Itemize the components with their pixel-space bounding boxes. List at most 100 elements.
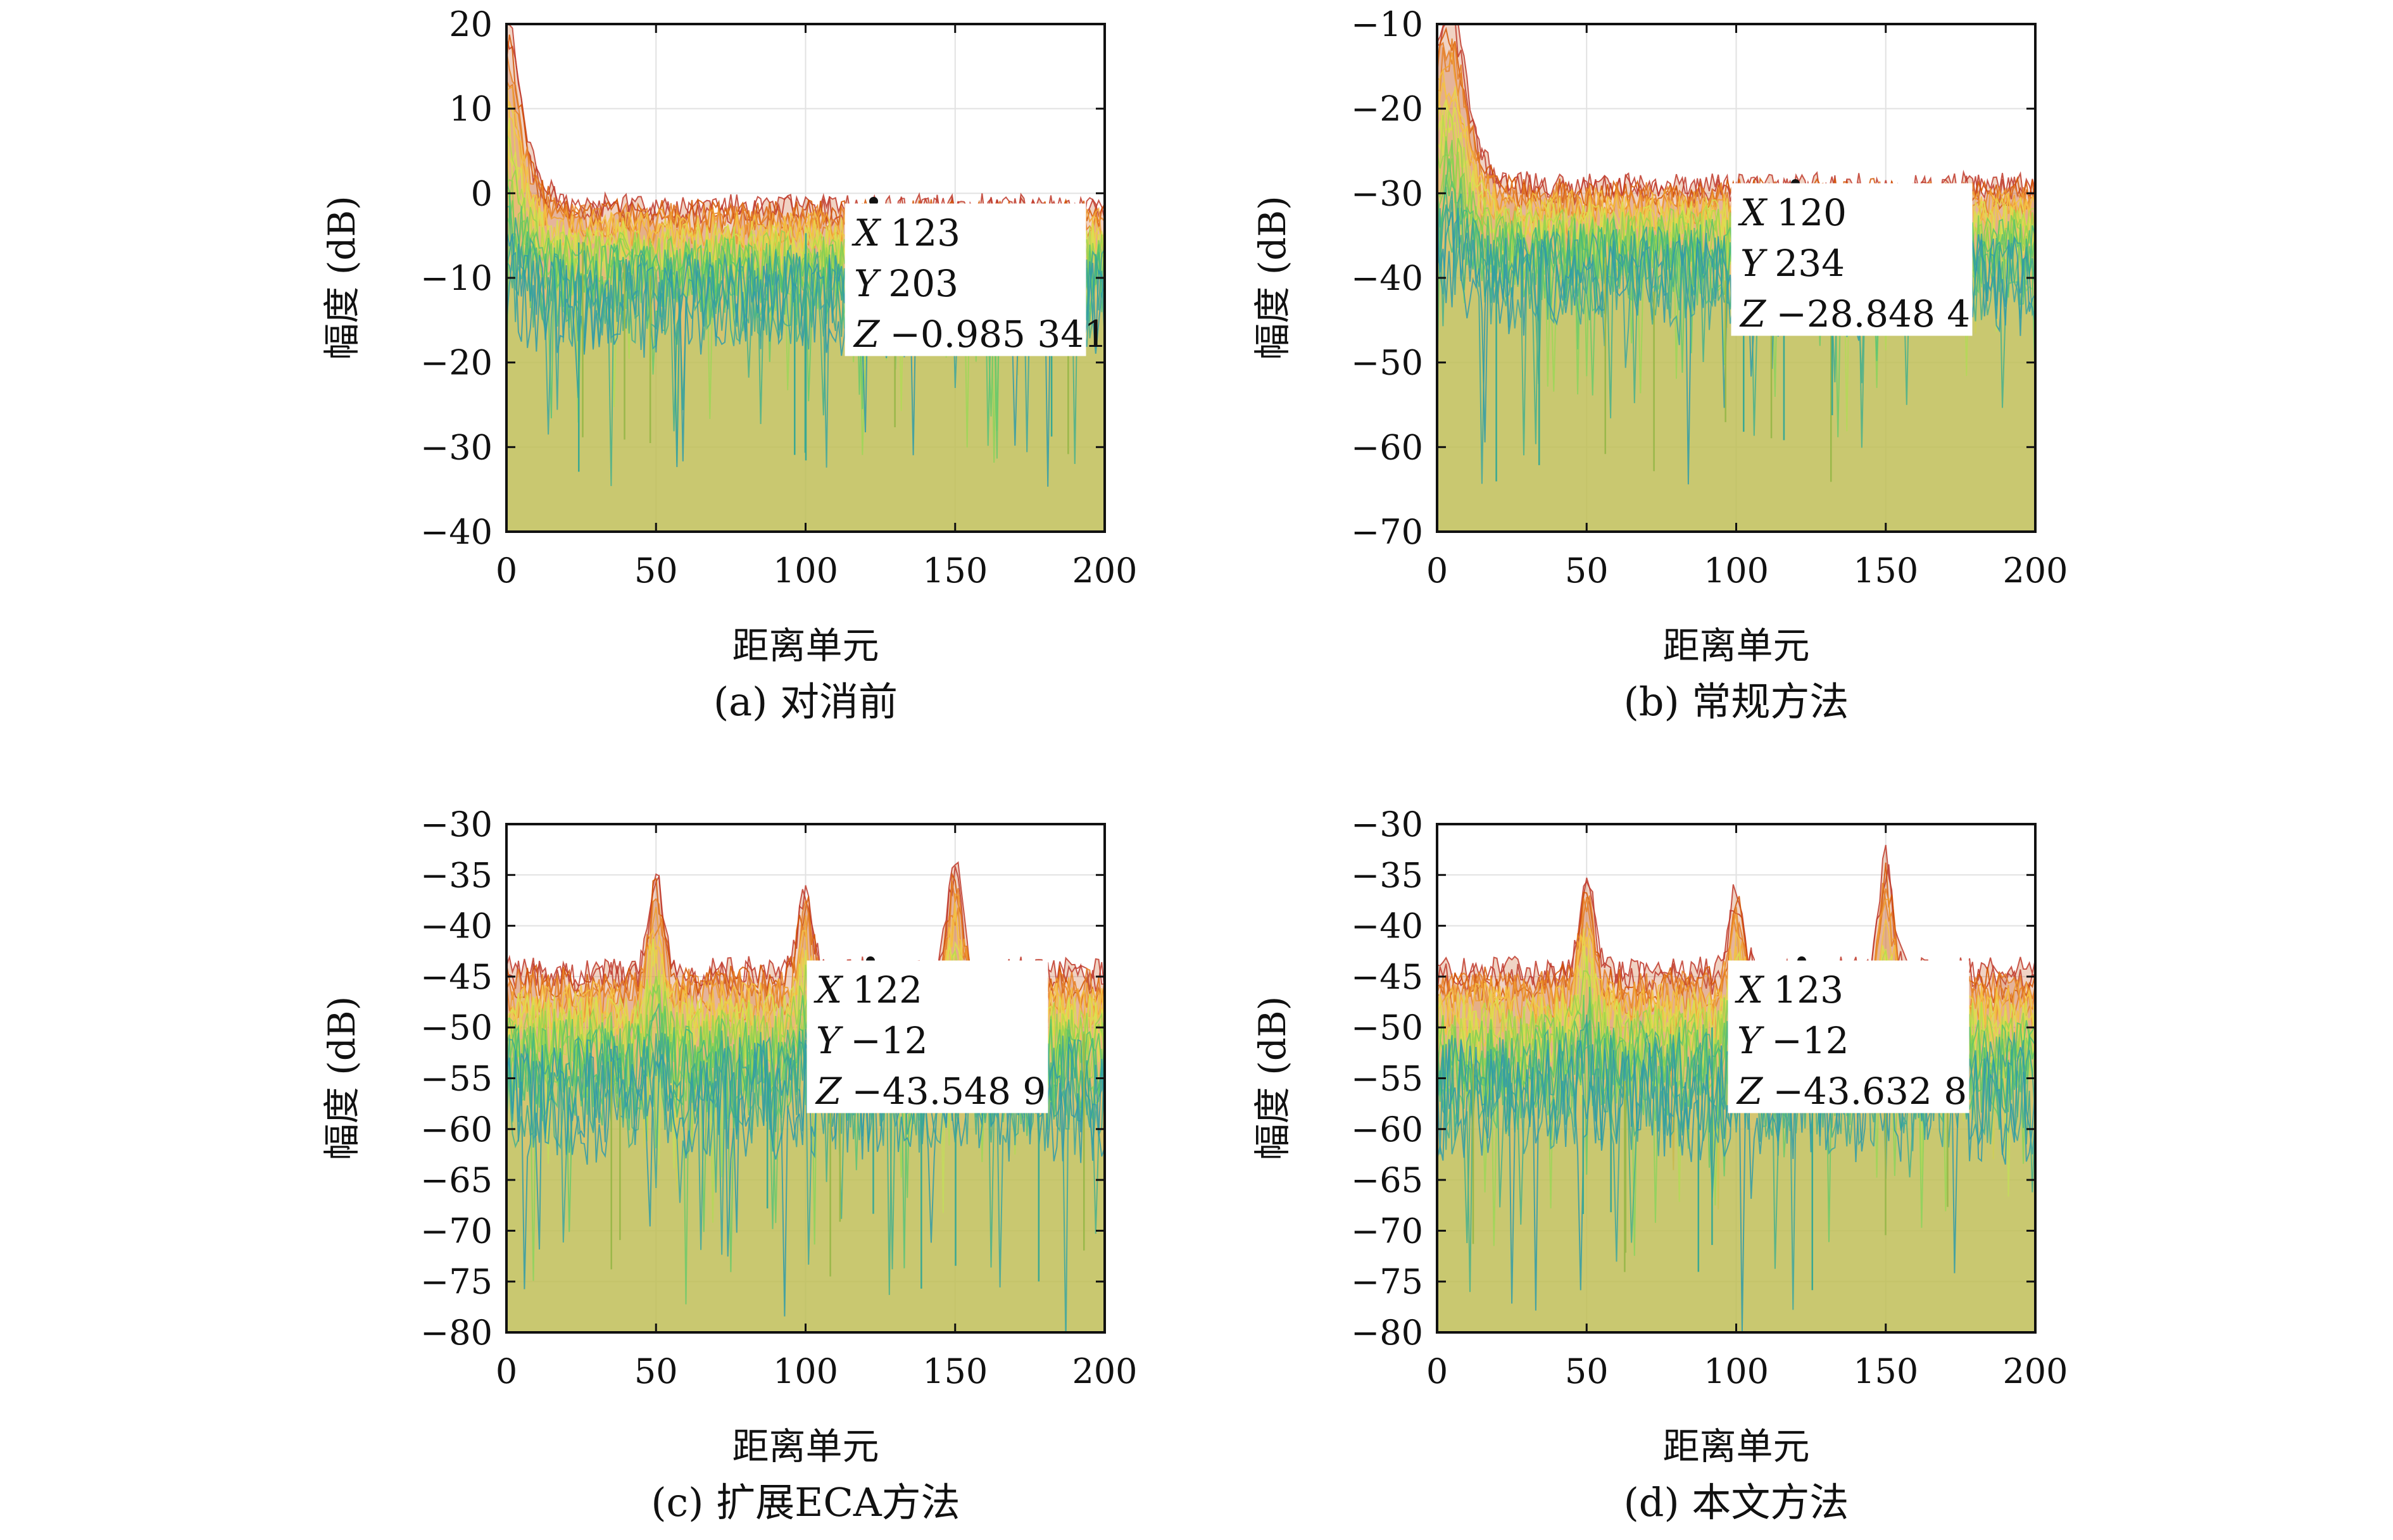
datatip-value: −12: [1771, 1019, 1849, 1062]
y-tick-label: −20: [1351, 89, 1423, 129]
x-axis-title: 距离单元: [732, 624, 879, 667]
x-tick-label: 50: [1565, 551, 1609, 591]
y-tick-label: −30: [420, 427, 493, 467]
datatip-y-row: Y −12: [1737, 1019, 1849, 1062]
datatip-y-row: Y −12: [816, 1019, 928, 1062]
datatip-box: [1731, 183, 1973, 336]
y-tick-label: 20: [449, 4, 493, 44]
datatip-z-row: Z −28.848 4: [1739, 292, 1970, 335]
datatip-value: 203: [888, 262, 958, 305]
y-tick-label: −50: [1351, 343, 1423, 383]
y-tick-label: −70: [1351, 1211, 1423, 1251]
y-tick-label: −40: [420, 906, 493, 946]
y-axis-title: 幅度 (dB): [1251, 196, 1294, 360]
x-axis-title: 距离单元: [1662, 624, 1809, 667]
x-tick-label: 0: [1426, 551, 1448, 591]
series-fill: [1437, 194, 2035, 532]
x-tick-label: 150: [922, 551, 988, 591]
datatip-label: X: [1738, 191, 1768, 234]
datatip-label: Z: [853, 313, 881, 356]
datatip-label: X: [813, 968, 844, 1011]
datatip-z-row: Z −0.985 341: [853, 313, 1107, 356]
y-axis-title: 幅度 (dB): [1251, 996, 1294, 1160]
x-axis-title: 距离单元: [1662, 1425, 1809, 1468]
y-tick-label: −75: [1351, 1262, 1423, 1302]
datatip[interactable]: X 122 Y −12 Z −43.548 9: [807, 956, 1048, 1113]
datatip-value: 120: [1776, 191, 1847, 234]
x-tick-label: 50: [1565, 1351, 1609, 1391]
x-tick-label: 50: [634, 1351, 678, 1391]
y-tick-label: −50: [1351, 1008, 1423, 1048]
x-tick-label: 150: [922, 1351, 988, 1391]
x-tick-label: 50: [634, 551, 678, 591]
series-line: [506, 1021, 1105, 1332]
datatip-value: −28.848 4: [1776, 292, 1970, 335]
x-tick-label: 150: [1853, 551, 1918, 591]
datatip-box: [1728, 960, 1969, 1113]
datatip-label: Y: [854, 262, 881, 305]
x-tick-label: 150: [1853, 1351, 1918, 1391]
datatip[interactable]: X 120 Y 234 Z −28.848 4: [1731, 179, 1973, 336]
x-tick-label: 200: [1072, 551, 1137, 591]
series-fill: [1437, 1034, 2035, 1332]
chart-panel-d: 0 50 100 150 200 −30 −35 −40 −45 −50 −55 −60 −65 −70 −…: [1251, 804, 2068, 1525]
y-tick-label: −60: [1351, 427, 1423, 467]
panel-caption: (d) 本文方法: [1624, 1479, 1849, 1525]
y-tick-label: −40: [420, 512, 493, 552]
panel-caption: (c) 扩展ECA方法: [651, 1479, 960, 1525]
series-fill: [1437, 216, 2035, 532]
y-tick-label: −45: [1351, 957, 1423, 997]
datatip-value: 123: [1773, 968, 1843, 1011]
datatip-label: X: [851, 211, 882, 254]
datatip-y-row: Y 234: [1740, 242, 1845, 285]
y-tick-label: −30: [1351, 173, 1423, 213]
datatip-x-row: X 120: [1738, 191, 1847, 234]
y-tick-label: −60: [420, 1110, 493, 1149]
y-axis-title: 幅度 (dB): [320, 196, 363, 360]
y-tick-label: −55: [1351, 1059, 1423, 1099]
y-tick-label: −10: [1351, 4, 1423, 44]
y-tick-label: −30: [1351, 804, 1423, 844]
y-tick-label: −35: [1351, 855, 1423, 895]
datatip-label: X: [1735, 968, 1765, 1011]
datatip-label: Y: [1737, 1019, 1764, 1062]
y-tick-label: −55: [420, 1059, 493, 1099]
chart-panel-b: 0 50 100 150 200 −10 −20 −30 −40 −50 −60 −70 距离单元 幅度 …: [1251, 4, 2068, 725]
x-tick-label: 200: [2002, 1351, 2068, 1391]
y-tick-label: −20: [420, 343, 493, 383]
datatip-value: −43.632 8: [1773, 1070, 1967, 1113]
y-tick-label: −70: [1351, 512, 1423, 552]
y-tick-label: −70: [420, 1211, 493, 1251]
panel-caption: (a) 对消前: [713, 679, 898, 725]
y-tick-label: −40: [1351, 906, 1423, 946]
y-tick-label: −75: [420, 1262, 493, 1302]
y-tick-label: −50: [420, 1008, 493, 1048]
y-tick-label: 10: [449, 89, 493, 129]
datatip-value: −12: [850, 1019, 927, 1062]
datatip-z-row: Z −43.632 8: [1736, 1070, 1967, 1113]
x-tick-label: 0: [1426, 1351, 1448, 1391]
y-tick-label: −60: [1351, 1110, 1423, 1149]
y-tick-label: −40: [1351, 258, 1423, 298]
x-tick-label: 200: [2002, 551, 2068, 591]
datatip-y-row: Y 203: [854, 262, 958, 305]
datatip-box: [807, 960, 1048, 1113]
x-tick-label: 200: [1072, 1351, 1137, 1391]
datatip-x-row: X 123: [851, 211, 960, 254]
datatip-label: Z: [1736, 1070, 1764, 1113]
x-tick-label: 100: [1704, 551, 1769, 591]
datatip-label: Y: [1740, 242, 1768, 285]
y-tick-label: 0: [471, 173, 493, 213]
y-tick-label: −45: [420, 957, 493, 997]
datatip-value: 123: [890, 211, 960, 254]
x-tick-label: 0: [496, 1351, 517, 1391]
datatip-value: −43.548 9: [851, 1070, 1046, 1113]
datatip-value: 122: [852, 968, 922, 1011]
y-tick-label: −80: [420, 1313, 493, 1353]
datatip-label: Z: [815, 1070, 843, 1113]
x-tick-label: 0: [496, 551, 517, 591]
